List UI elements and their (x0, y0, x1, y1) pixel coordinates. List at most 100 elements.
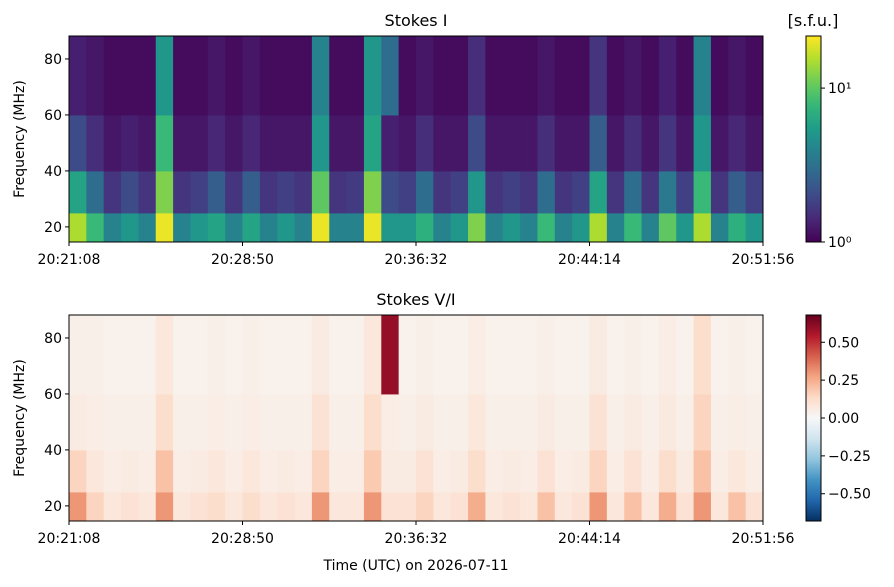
heatmap-cell (745, 315, 764, 395)
heatmap-cell (485, 315, 504, 395)
heatmap-cell (537, 212, 556, 243)
heatmap-cell (155, 449, 174, 493)
heatmap-cell (381, 449, 400, 493)
heatmap-cell (728, 491, 747, 522)
heatmap-cell (259, 491, 278, 522)
heatmap-cell (363, 36, 382, 116)
heatmap-cell (69, 170, 87, 214)
colorbar-tick-label: −0.50 (828, 487, 871, 503)
heatmap-cell (190, 212, 209, 243)
heatmap-cell (259, 170, 278, 214)
heatmap-cell (728, 114, 747, 172)
heatmap-cell (710, 170, 729, 214)
heatmap-cell (468, 36, 486, 116)
heatmap-cell (346, 491, 365, 522)
heatmap-cell (138, 393, 157, 451)
heatmap-cell (728, 170, 747, 214)
heatmap-cell (277, 114, 296, 172)
heatmap-cell (121, 449, 139, 493)
heatmap-cell (381, 114, 400, 172)
heatmap-cell (242, 491, 261, 522)
heatmap-cell (294, 393, 313, 451)
heatmap-cell (676, 36, 695, 116)
heatmap-cell (173, 315, 191, 395)
heatmap-cell (190, 449, 209, 493)
heatmap-cell (103, 449, 122, 493)
heatmap-cell (485, 449, 504, 493)
heatmap-cell (103, 114, 122, 172)
heatmap-cell (589, 393, 608, 451)
heatmap-cell (138, 114, 157, 172)
heatmap-cell (693, 170, 712, 214)
heatmap-cell (155, 114, 174, 172)
heatmap-cell (658, 114, 677, 172)
heatmap-cell (624, 36, 643, 116)
heatmap-cell (259, 449, 278, 493)
heatmap-cell (658, 315, 677, 395)
heatmap-cell (277, 315, 296, 395)
heatmap-cell (207, 491, 226, 522)
heatmap-cell (294, 491, 313, 522)
heatmap-cell (207, 170, 226, 214)
heatmap-cell (329, 36, 348, 116)
heatmap-cell (710, 491, 729, 522)
heatmap-cell (329, 393, 348, 451)
heatmap-cell (398, 315, 417, 395)
heatmap-cell (745, 393, 764, 451)
heatmap-cell (363, 491, 382, 522)
colorbar-tick-label: −0.25 (828, 449, 871, 465)
heatmap-cell (311, 114, 330, 172)
heatmap-cell (606, 449, 625, 493)
heatmap-cell (502, 315, 521, 395)
heatmap-cell (225, 170, 243, 214)
heatmap-cell (554, 393, 573, 451)
heatmap-cell (537, 114, 556, 172)
heatmap-cell (363, 393, 382, 451)
heatmap-cell (190, 491, 209, 522)
heatmap-cell (641, 315, 660, 395)
heatmap-cell (190, 315, 209, 395)
heatmap-cell (294, 36, 313, 116)
x-tick-label: 20:21:08 (38, 252, 101, 268)
heatmap-cell (485, 491, 504, 522)
heatmap-cell (173, 36, 191, 116)
heatmap-cell (450, 315, 469, 395)
heatmap-cell (658, 170, 677, 214)
heatmap-cell (294, 212, 313, 243)
heatmap-cell (416, 449, 434, 493)
heatmap-cell (329, 315, 348, 395)
heatmap-cell (329, 449, 348, 493)
heatmap-cell (658, 36, 677, 116)
heatmap-cell (606, 393, 625, 451)
heatmap-cell (277, 36, 296, 116)
heatmap-cell (86, 491, 105, 522)
heatmap-cell (138, 491, 157, 522)
x-tick-label: 20:44:14 (558, 252, 621, 268)
heatmap-cell (69, 36, 87, 116)
heatmap-cell (606, 114, 625, 172)
heatmap-cell (450, 449, 469, 493)
heatmap-cell (502, 212, 521, 243)
heatmap-cell (450, 36, 469, 116)
heatmap-cell (363, 212, 382, 243)
heatmap-cell (103, 36, 122, 116)
heatmap-cell (121, 36, 139, 116)
heatmap-cell (207, 114, 226, 172)
heatmap-cell (745, 170, 764, 214)
heatmap-cell (502, 114, 521, 172)
heatmap-cell (121, 170, 139, 214)
heatmap-cell (658, 491, 677, 522)
y-tick-label: 80 (44, 52, 62, 68)
heatmap-cell (277, 393, 296, 451)
heatmap-cell (363, 170, 382, 214)
heatmap-cell (398, 449, 417, 493)
heatmap-cell (121, 114, 139, 172)
heatmap-cell (710, 315, 729, 395)
heatmap-cell (589, 315, 608, 395)
heatmap-cell (398, 491, 417, 522)
heatmap-cell (450, 393, 469, 451)
heatmap-cell (416, 315, 434, 395)
heatmap-cell (537, 449, 556, 493)
heatmap-cell (346, 170, 365, 214)
